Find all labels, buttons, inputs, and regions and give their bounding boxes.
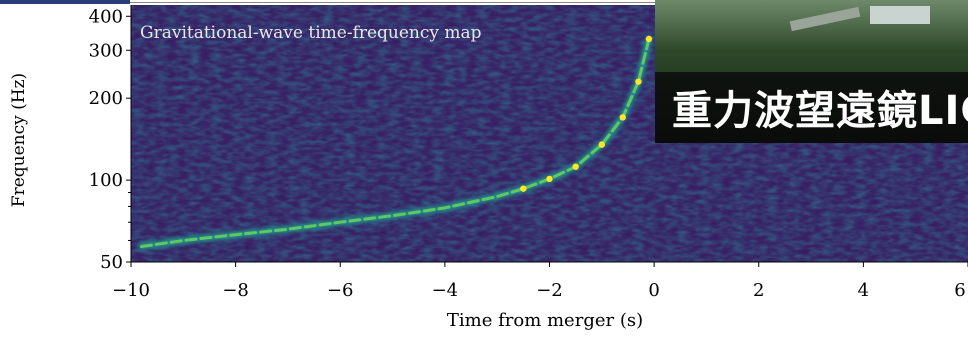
chirp-point xyxy=(598,141,606,148)
x-tick-label: −6 xyxy=(327,280,354,301)
photo-overlay xyxy=(655,0,968,143)
x-tick-label: 6 xyxy=(954,280,965,301)
top-divider xyxy=(130,2,655,3)
x-tick-label: −10 xyxy=(112,280,150,301)
x-tick-label: 4 xyxy=(858,280,869,301)
chirp-point xyxy=(645,35,653,43)
y-ticks: 50 100 200 300 400 xyxy=(89,6,131,273)
y-tick-label: 100 xyxy=(89,170,123,191)
photo-road xyxy=(789,6,861,32)
y-axis-label: Frequency (Hz) xyxy=(9,73,29,207)
photo-caption: 重力波望遠鏡LIG xyxy=(672,88,968,134)
x-axis-label: Time from merger (s) xyxy=(447,310,643,331)
x-tick-label: −2 xyxy=(536,280,563,301)
chirp-point xyxy=(619,114,626,121)
chirp-line xyxy=(140,37,651,248)
x-tick-label: 0 xyxy=(648,280,659,301)
chart-title: Gravitational-wave time-frequency map xyxy=(140,23,482,43)
y-tick-label: 200 xyxy=(89,88,123,109)
chirp-point xyxy=(520,185,527,192)
photo-caption-band xyxy=(655,72,968,143)
chirp-track xyxy=(138,35,653,250)
chirp-point xyxy=(572,163,579,170)
y-tick-label: 400 xyxy=(89,6,123,27)
y-tick-label: 300 xyxy=(89,40,123,61)
photo-building xyxy=(870,6,930,24)
chirp-point xyxy=(546,175,553,183)
y-tick-label: 50 xyxy=(100,252,123,273)
x-tick-label: −8 xyxy=(222,280,249,301)
x-tick-label: 2 xyxy=(753,280,764,301)
x-ticks: −10 −8 −6 −4 −2 0 2 4 6 xyxy=(112,262,968,301)
top-banner-edge xyxy=(0,0,130,4)
chirp-point xyxy=(635,78,642,85)
x-tick-label: −4 xyxy=(432,280,459,301)
